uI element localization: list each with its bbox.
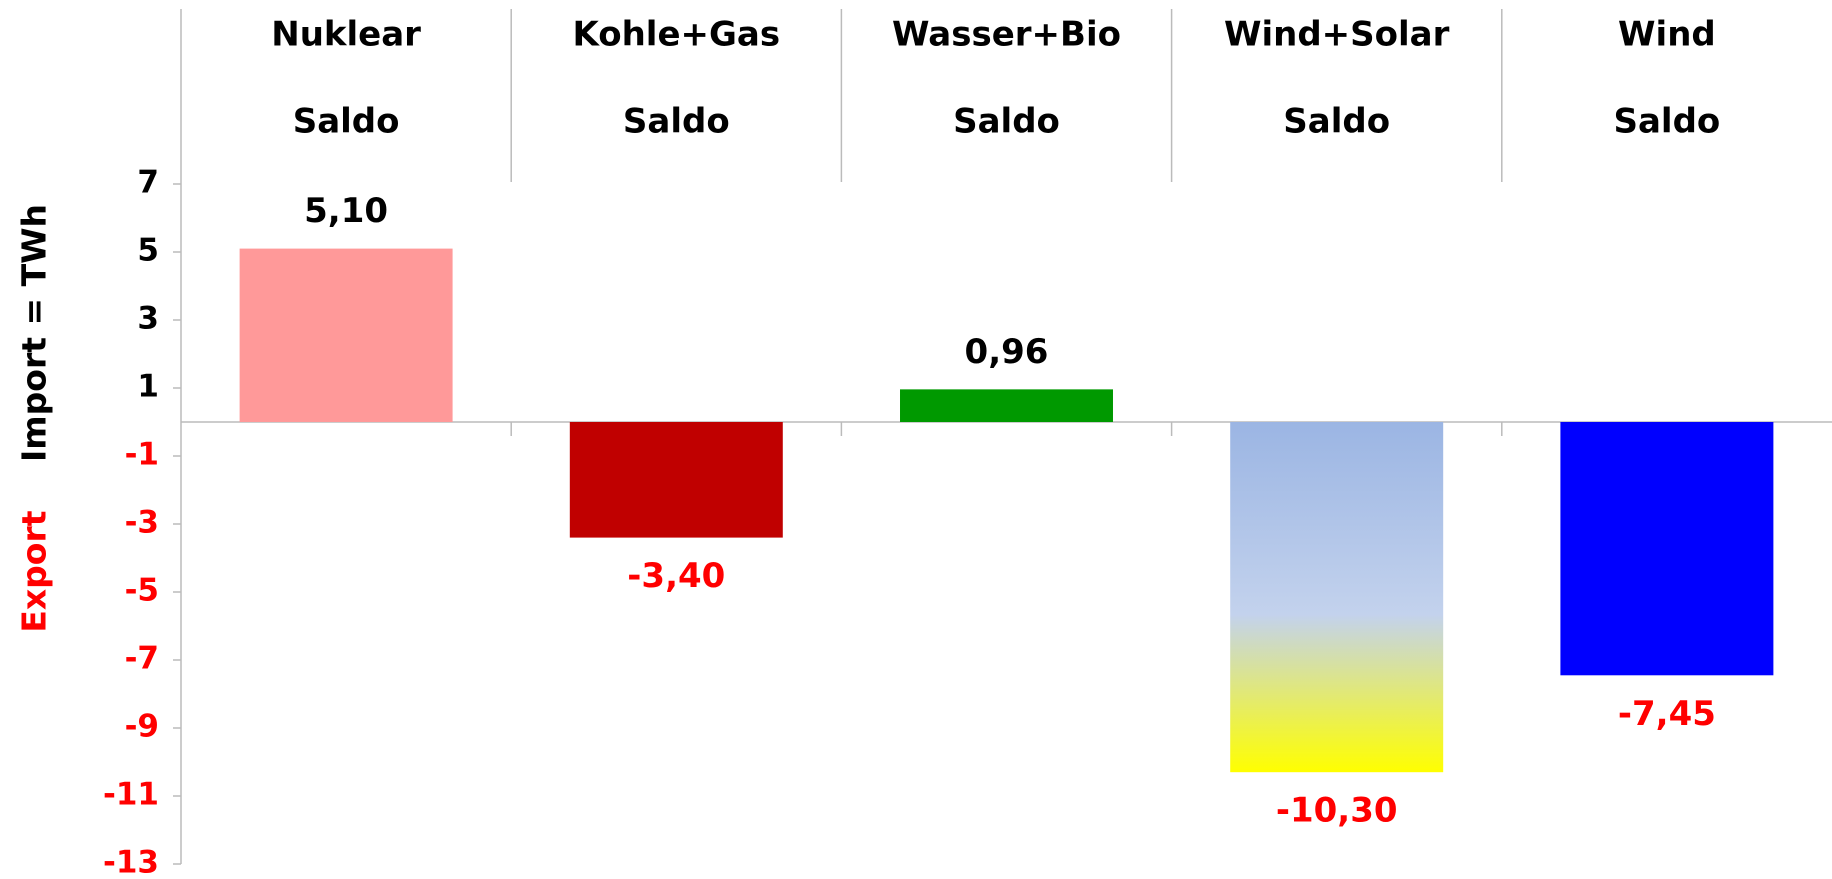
value-label: -7,45 xyxy=(1618,694,1716,734)
y-tick-label: -9 xyxy=(125,709,159,745)
value-label: 5,10 xyxy=(304,191,388,231)
x-tick-label: Saldo xyxy=(1283,102,1390,142)
x-tick-label: Saldo xyxy=(293,102,400,142)
x-tick-label: Wind+Solar xyxy=(1224,15,1450,55)
value-label: 0,96 xyxy=(965,332,1049,372)
x-tick-label: Saldo xyxy=(953,102,1060,142)
value-label: -10,30 xyxy=(1276,791,1398,831)
bar xyxy=(569,422,783,538)
x-tick-label: Wasser+Bio xyxy=(892,15,1121,55)
y-tick-label: 7 xyxy=(137,165,159,201)
y-tick-label: -13 xyxy=(103,845,159,879)
x-tick-label: Wind xyxy=(1618,15,1716,55)
y-tick-label: -5 xyxy=(125,573,159,609)
y-axis-label: Export xyxy=(15,510,54,632)
x-tick-label: Saldo xyxy=(623,102,730,142)
y-tick-label: -1 xyxy=(125,437,159,473)
y-tick-label: 3 xyxy=(137,301,159,337)
y-axis-label: Import = TWh xyxy=(15,204,54,462)
x-tick-label: Kohle+Gas xyxy=(572,15,780,55)
x-tick-label: Nuklear xyxy=(271,15,421,55)
y-tick-label: -7 xyxy=(125,641,159,677)
y-tick-label: 5 xyxy=(137,233,159,269)
bar xyxy=(1230,422,1444,773)
bar xyxy=(1560,422,1774,676)
bar xyxy=(239,248,453,422)
x-tick-label: Saldo xyxy=(1614,102,1721,142)
value-label: -3,40 xyxy=(627,556,725,596)
y-tick-label: -11 xyxy=(103,777,159,813)
y-tick-label: 1 xyxy=(137,369,159,405)
bar xyxy=(900,389,1113,422)
y-tick-label: -3 xyxy=(125,505,159,541)
